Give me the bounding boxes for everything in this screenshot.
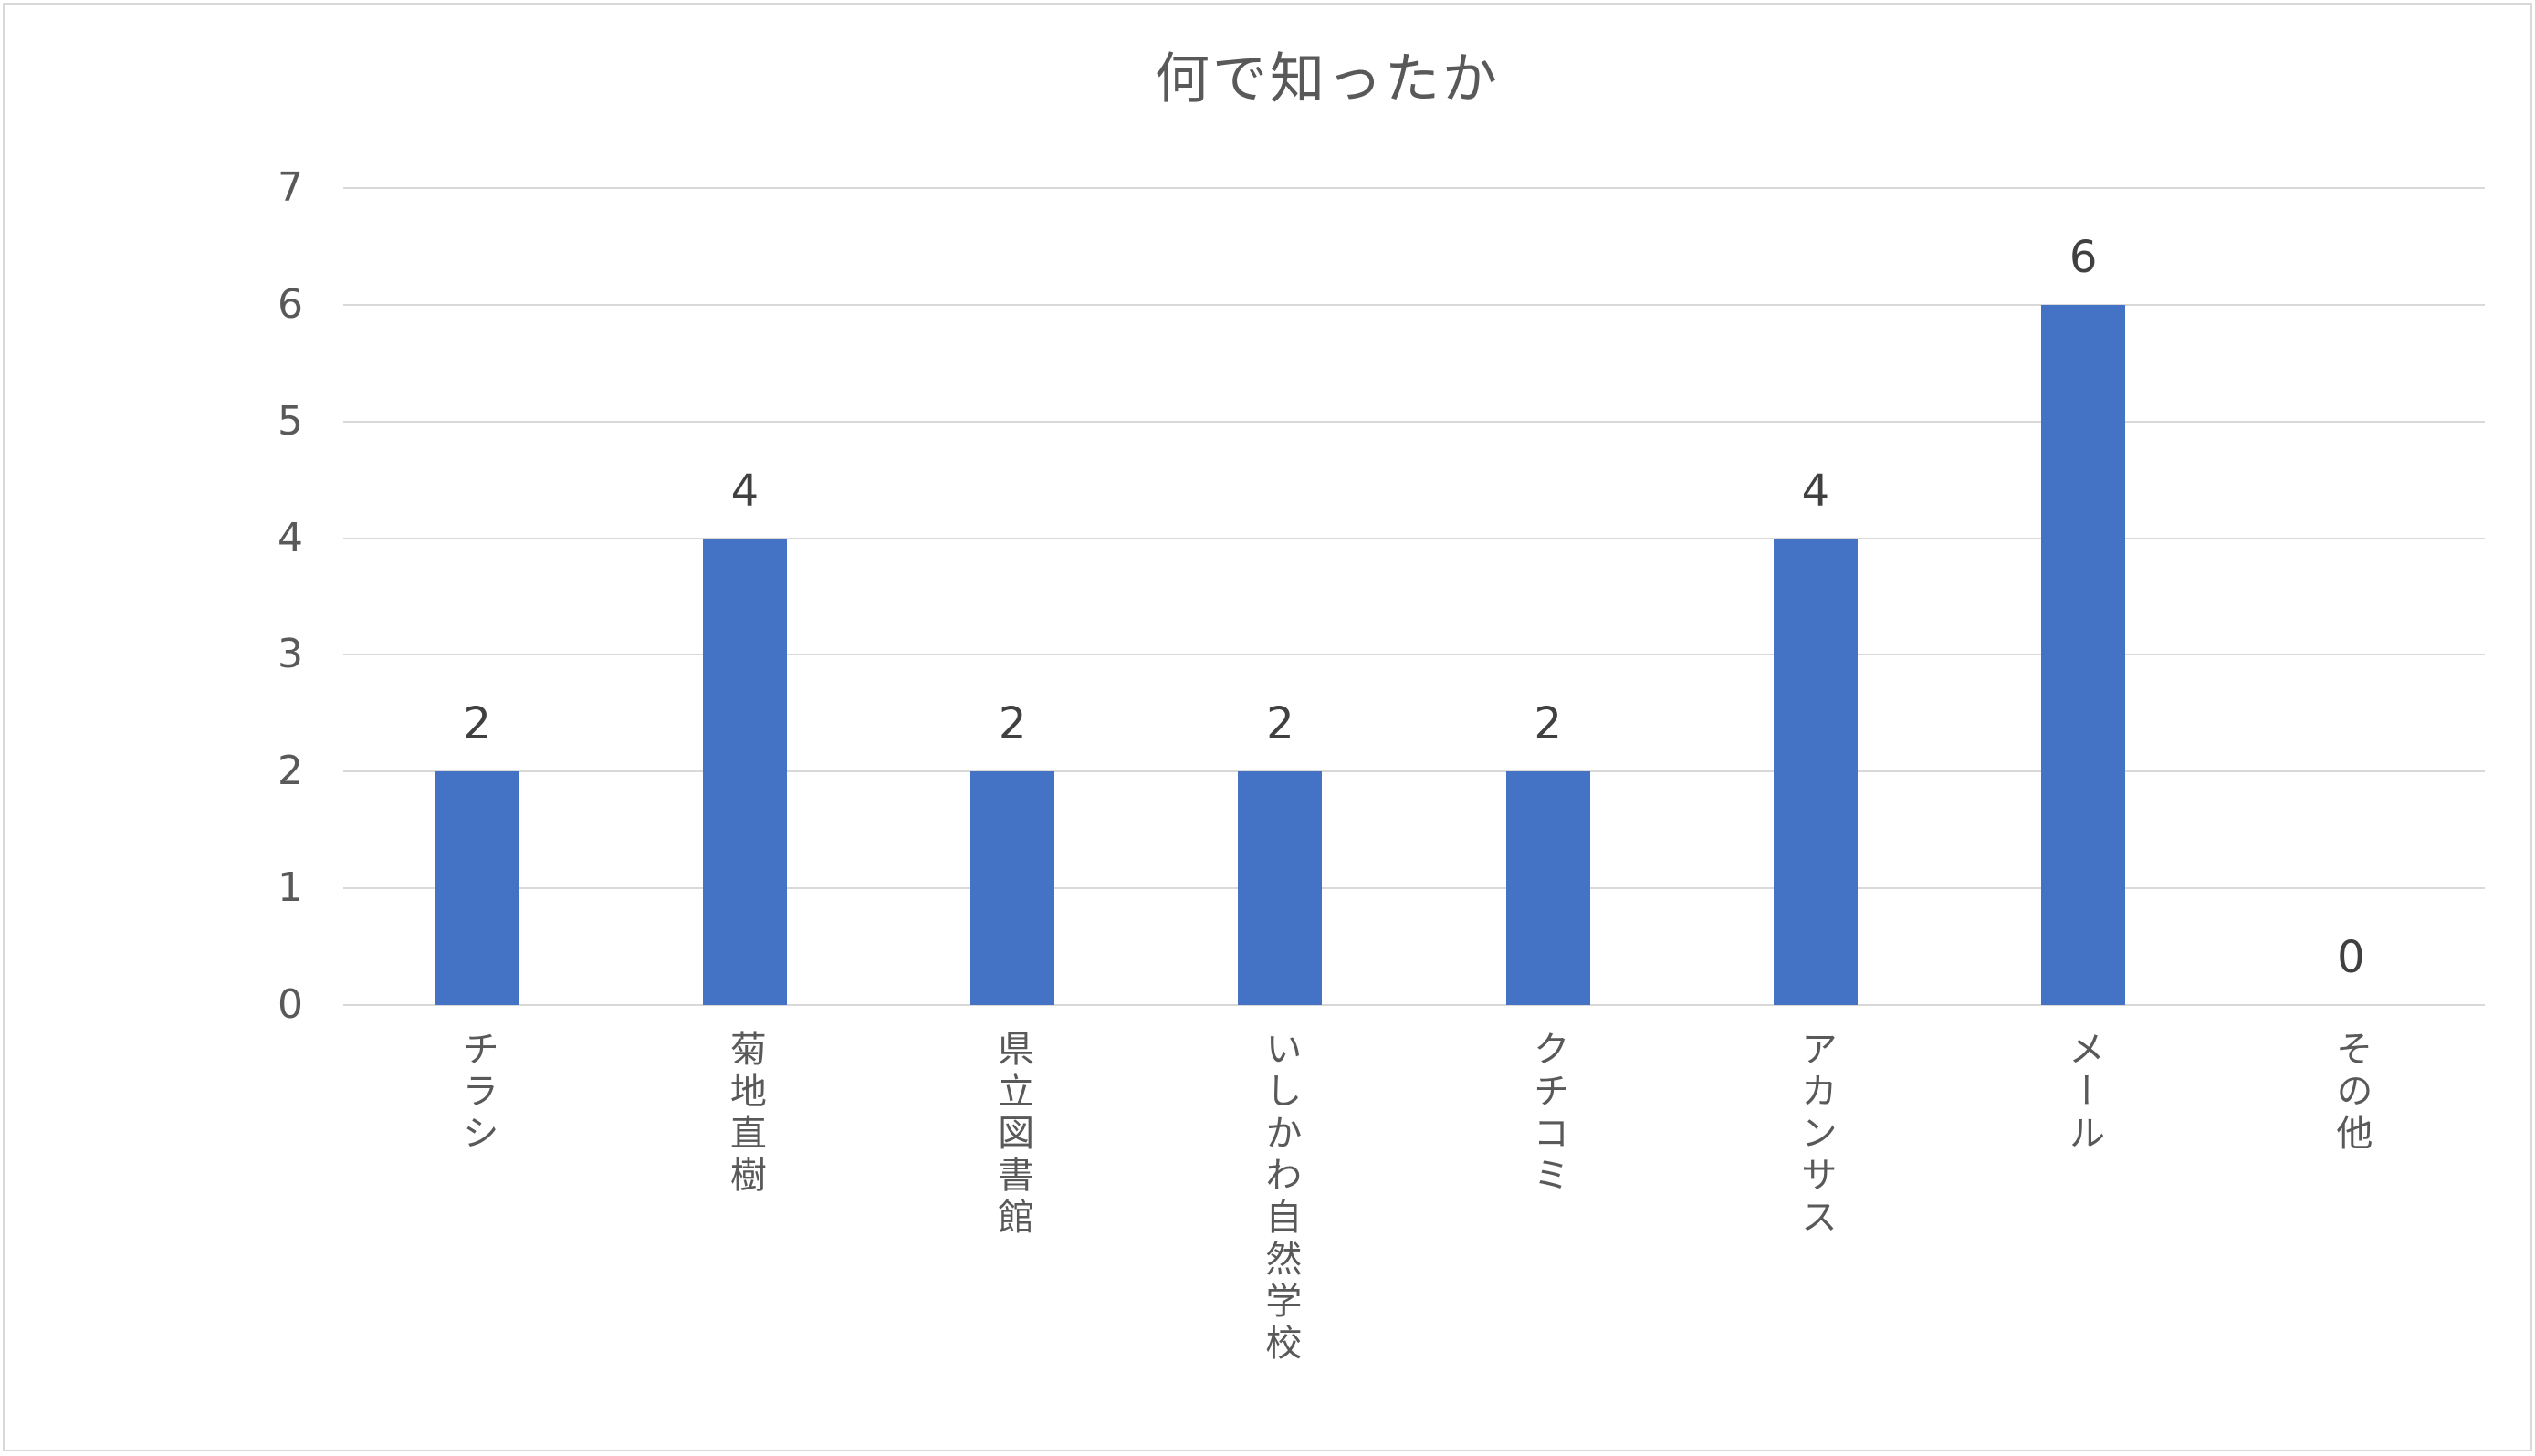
gridline xyxy=(343,770,2485,773)
gridline xyxy=(343,537,2485,539)
gridline xyxy=(343,887,2485,890)
data-label: 2 xyxy=(1266,698,1294,750)
data-label: 2 xyxy=(998,698,1027,750)
bar xyxy=(435,771,519,1005)
data-label: 4 xyxy=(730,465,759,517)
category-label: メール xyxy=(2062,1030,2105,1156)
category-label: その他 xyxy=(2330,1030,2373,1156)
data-label: 4 xyxy=(1801,465,1830,517)
y-tick-label: 3 xyxy=(278,631,303,678)
data-label: 0 xyxy=(2337,932,2365,983)
gridline xyxy=(343,187,2485,189)
category-label: チラシ xyxy=(456,1030,498,1156)
y-tick-label: 7 xyxy=(278,164,303,211)
y-tick-label: 5 xyxy=(278,397,303,445)
y-tick-label: 1 xyxy=(278,864,303,912)
data-label: 6 xyxy=(2069,231,2098,283)
data-label: 2 xyxy=(463,698,491,750)
category-label: 県立図書館 xyxy=(991,1030,1034,1240)
category-label: アカンサス xyxy=(1794,1030,1837,1240)
gridline xyxy=(343,654,2485,656)
chart-title: 何で知ったか xyxy=(1155,47,1500,111)
bar xyxy=(1238,771,1323,1005)
y-tick-label: 0 xyxy=(278,981,303,1028)
gridline xyxy=(343,420,2485,423)
y-tick-label: 2 xyxy=(278,748,303,795)
gridline xyxy=(343,1004,2485,1006)
data-label: 2 xyxy=(1534,698,1562,750)
bar xyxy=(970,771,1055,1005)
bar xyxy=(1505,771,1590,1005)
category-label: 菊地直樹 xyxy=(723,1030,766,1198)
gridline xyxy=(343,303,2485,306)
y-tick-label: 4 xyxy=(278,514,303,561)
category-label: クチコミ xyxy=(1526,1030,1569,1198)
bar xyxy=(702,538,787,1005)
bar xyxy=(2041,304,2126,1005)
bar xyxy=(1773,538,1858,1005)
category-label: いしかわ自然学校 xyxy=(1259,1030,1302,1366)
y-tick-label: 6 xyxy=(278,280,303,328)
